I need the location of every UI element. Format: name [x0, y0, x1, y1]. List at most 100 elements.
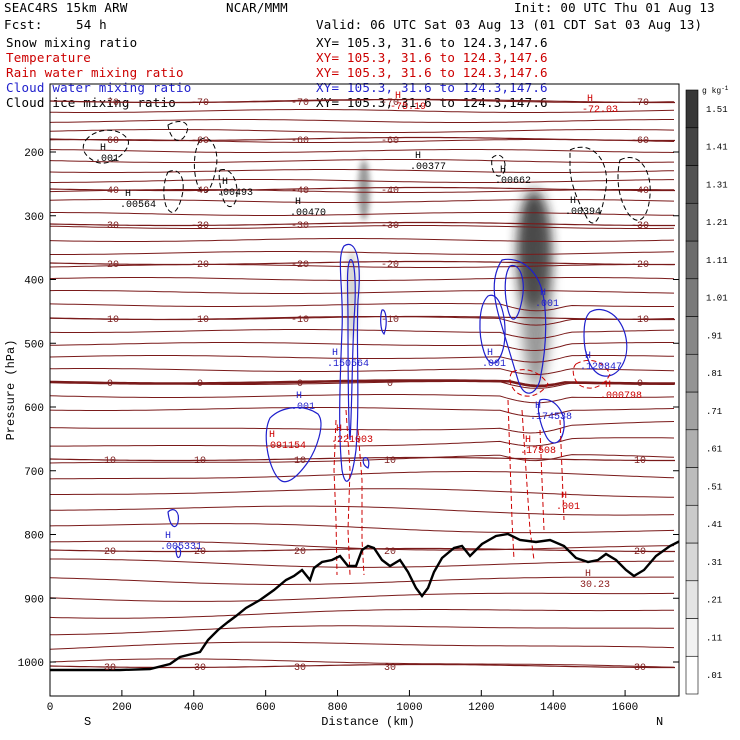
isotherm-line: [50, 394, 675, 404]
max-label-h: H: [295, 197, 301, 208]
y-tick-label: 300: [24, 212, 44, 224]
isotherm-label: 0: [197, 379, 203, 390]
colorbar-bin: [685, 165, 699, 204]
max-label-h: H: [487, 348, 493, 359]
max-label: H.001: [482, 348, 506, 370]
colorbar-label: .81: [706, 369, 722, 379]
x-axis-label: Distance (km): [321, 715, 415, 729]
isotherm-label: -60: [631, 136, 649, 147]
isotherm-line: [50, 421, 675, 434]
isotherm-label: 30: [634, 663, 646, 674]
colorbar-bin: [685, 278, 699, 317]
colorbar-bin: [685, 127, 699, 166]
isotherm-line: [50, 329, 675, 339]
cloud-water-contour: [175, 546, 182, 559]
isotherm-label: 30: [104, 663, 116, 674]
isotherm-label: -10: [291, 315, 309, 326]
y-tick-label: 500: [24, 339, 44, 351]
max-label-value: .17508: [520, 446, 556, 457]
isotherm-line: [50, 407, 675, 418]
isotherm-label: 0: [297, 379, 303, 390]
x-tick-label: 800: [328, 702, 348, 714]
max-label-value: .00470: [290, 208, 326, 219]
max-label-h: H: [500, 165, 506, 176]
isotherm-label: 30: [384, 663, 396, 674]
y-tick-label: 400: [24, 276, 44, 288]
north-label: N: [656, 715, 663, 729]
org-label: NCAR/MMM: [226, 0, 288, 15]
isotherm-label: -10: [631, 315, 649, 326]
y-axis-label: Pressure (hPa): [4, 340, 18, 441]
max-label-h: H: [415, 151, 421, 162]
isotherm-label: 10: [384, 456, 396, 467]
colorbar-label: .31: [706, 558, 722, 568]
colorbar-label: .01: [706, 671, 722, 681]
fcst-label: Fcst:: [4, 17, 43, 32]
rain-water-contour: [509, 369, 549, 397]
rain-water-contour: [559, 419, 565, 521]
isotherm-label: -30: [631, 221, 649, 232]
isotherm-line: [50, 471, 675, 480]
max-label-h: H: [336, 424, 342, 435]
max-label-value: .174538: [530, 412, 572, 423]
isotherm-label: -40: [381, 186, 399, 197]
ice-contour: [491, 154, 506, 177]
cloud-water-contour: [479, 294, 506, 364]
colorbar-bin: [685, 618, 699, 657]
max-label: H.221003: [331, 424, 373, 446]
rain-water-contour: [345, 409, 351, 576]
isotherm--20: [50, 260, 675, 266]
isotherm-label: -70: [631, 98, 649, 109]
x-tick-label: 600: [256, 702, 276, 714]
colorbar-bin: [685, 202, 699, 242]
isotherm-line: [50, 199, 675, 203]
isotherm-line: [50, 609, 674, 619]
init-time: Init: 00 UTC Thu 01 Aug 13: [514, 0, 715, 15]
ice-contour: [218, 169, 238, 208]
max-label-h: H: [585, 569, 591, 580]
max-label: H-72.03: [582, 94, 618, 116]
max-label: H.00394: [565, 196, 601, 218]
isotherm-label: 20: [104, 547, 116, 558]
colorbar: .01 .11 .21 .31 .41 .51 .61 .71 .81 .91 1.01 1.11 1.…: [685, 89, 728, 695]
isotherm-line: [50, 303, 674, 312]
max-label-h: H: [525, 435, 531, 446]
isotherm-label: -60: [101, 136, 119, 147]
isotherm--40: [50, 186, 675, 192]
isotherm-10: [50, 456, 675, 462]
isotherm-label: -30: [191, 221, 209, 232]
isotherm-label: -40: [191, 186, 209, 197]
legend-xy-rain: XY= 105.3, 31.6 to 124.3,147.6: [316, 65, 548, 80]
valid-time: Valid: 06 UTC Sat 03 Aug 13 (01 CDT Sat …: [316, 17, 703, 32]
max-label-value: .00493: [217, 188, 253, 199]
isotherm-label: -20: [191, 260, 209, 271]
max-label-h: H: [296, 391, 302, 402]
fcst-value: 54 h: [76, 17, 107, 32]
isotherm-line: [50, 212, 674, 216]
isotherm-line: [50, 225, 675, 229]
max-label-h: H: [395, 91, 401, 102]
isotherm-label: 20: [384, 547, 396, 558]
cloud-water-contour: [504, 264, 524, 320]
isotherm-line: [50, 119, 674, 123]
max-label-h: H: [561, 491, 567, 502]
max-label: H.091154: [264, 430, 306, 452]
max-label: H-75.19: [390, 91, 426, 113]
colorbar-label: 1.11: [706, 256, 728, 266]
isotherm-label: -70: [191, 98, 209, 109]
max-label-value: .221003: [331, 435, 373, 446]
isotherm-label: 10: [104, 456, 116, 467]
isotherm-line: [50, 368, 675, 376]
max-label: H.00470: [290, 197, 326, 219]
x-tick-label: 1000: [396, 702, 422, 714]
max-label-value: .00662: [495, 176, 531, 187]
max-label: H.00377: [410, 151, 446, 173]
isotherm-label: -70: [291, 98, 309, 109]
isotherm-label: -20: [381, 260, 399, 271]
max-label-h: H: [570, 196, 576, 207]
max-label-h: H: [100, 143, 106, 154]
max-label-h: H: [587, 94, 593, 105]
max-label: H.150564: [327, 348, 369, 370]
